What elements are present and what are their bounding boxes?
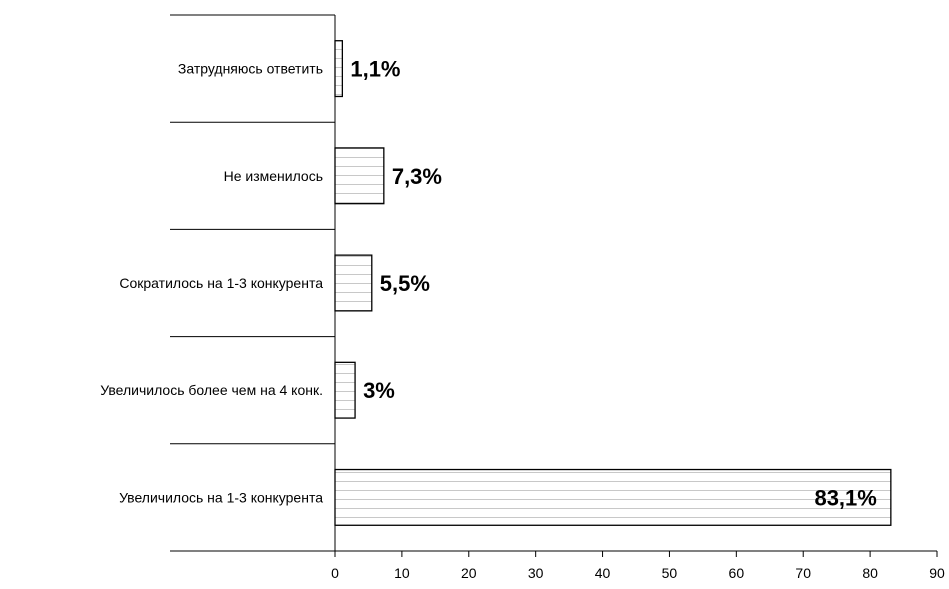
category-label: Увеличилось на 1-3 конкурента xyxy=(119,489,323,505)
x-tick-label: 50 xyxy=(662,565,678,581)
x-tick-label: 60 xyxy=(729,565,745,581)
x-tick-label: 30 xyxy=(528,565,544,581)
bar xyxy=(334,361,356,419)
x-tick-label: 10 xyxy=(394,565,410,581)
chart-bars xyxy=(334,40,892,526)
x-tick-label: 90 xyxy=(929,565,945,581)
bar xyxy=(334,254,373,312)
bar xyxy=(334,468,892,526)
value-label: 83,1% xyxy=(814,485,876,510)
x-tick-label: 80 xyxy=(862,565,878,581)
category-label: Сократилось на 1-3 конкурента xyxy=(119,275,323,291)
category-label: Затрудняюсь ответить xyxy=(178,61,323,77)
x-tick-label: 0 xyxy=(331,565,339,581)
category-label: Не изменилось xyxy=(224,168,323,184)
value-label: 1,1% xyxy=(350,57,400,82)
x-tick-label: 20 xyxy=(461,565,477,581)
bar xyxy=(334,147,385,205)
value-labels: 1,1% 7,3% 5,5% 3% 83,1% xyxy=(350,57,876,511)
value-label: 7,3% xyxy=(392,164,442,189)
x-tick-label: 70 xyxy=(795,565,811,581)
bar xyxy=(334,40,344,98)
category-labels: Затрудняюсь ответить Не изменилось Сократи… xyxy=(100,61,323,506)
value-label: 5,5% xyxy=(380,271,430,296)
category-label: Увеличилось более чем на 4 конк. xyxy=(100,382,323,398)
value-label: 3% xyxy=(363,378,395,403)
x-axis-ticks: 0 10 20 30 40 50 60 70 80 90 xyxy=(331,551,945,581)
x-tick-label: 40 xyxy=(595,565,611,581)
